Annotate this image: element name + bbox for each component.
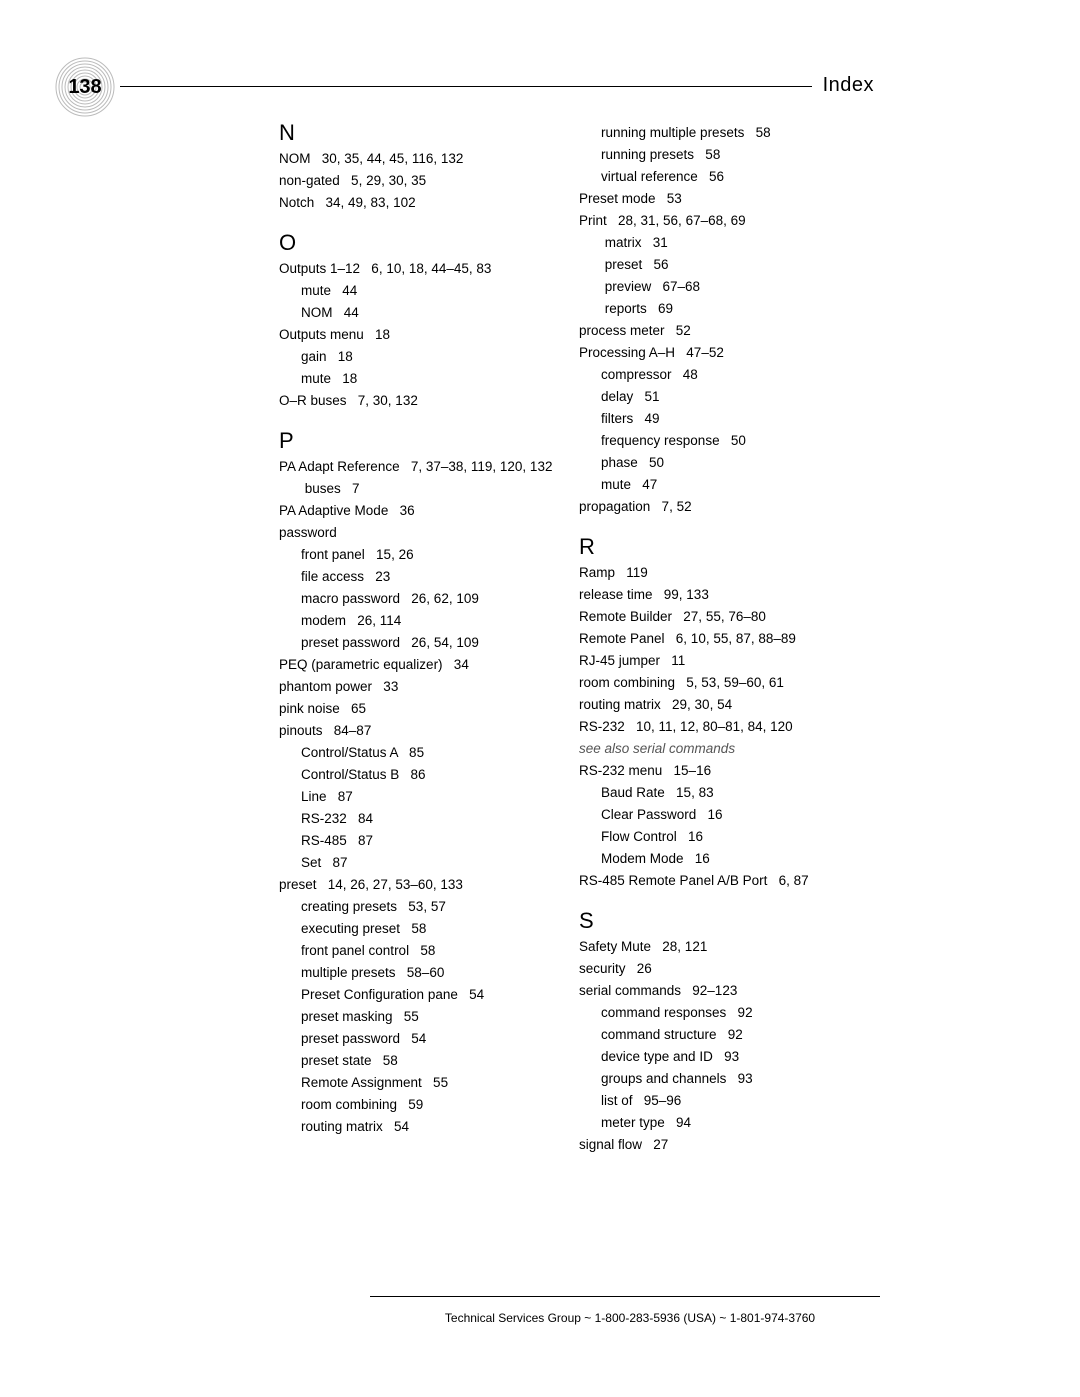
index-entry: security 26 xyxy=(579,958,879,980)
index-letter-heading: S xyxy=(579,910,879,932)
index-subentry: mute 47 xyxy=(579,474,879,496)
index-subentry: routing matrix 54 xyxy=(279,1116,579,1138)
index-entry: room combining 5, 53, 59–60, 61 xyxy=(579,672,879,694)
index-subentry: virtual reference 56 xyxy=(579,166,879,188)
index-entry: routing matrix 29, 30, 54 xyxy=(579,694,879,716)
index-subentry: front panel 15, 26 xyxy=(279,544,579,566)
index-subentry: compressor 48 xyxy=(579,364,879,386)
index-subentry: NOM 44 xyxy=(279,302,579,324)
index-subentry: preset password 54 xyxy=(279,1028,579,1050)
index-entry: RJ-45 jumper 11 xyxy=(579,650,879,672)
index-entry: Safety Mute 28, 121 xyxy=(579,936,879,958)
index-subentry: reports 69 xyxy=(579,298,879,320)
index-subentry: executing preset 58 xyxy=(279,918,579,940)
index-subentry: filters 49 xyxy=(579,408,879,430)
index-entry: Remote Panel 6, 10, 55, 87, 88–89 xyxy=(579,628,879,650)
index-subentry: matrix 31 xyxy=(579,232,879,254)
index-subentry: Flow Control 16 xyxy=(579,826,879,848)
index-subentry: running presets 58 xyxy=(579,144,879,166)
index-entry: PEQ (parametric equalizer) 34 xyxy=(279,654,579,676)
index-entry: password xyxy=(279,522,579,544)
index-entry: PA Adapt Reference 7, 37–38, 119, 120, 1… xyxy=(279,456,579,478)
footer-text: Technical Services Group ~ 1-800-283-593… xyxy=(0,1311,1080,1325)
index-subentry: groups and channels 93 xyxy=(579,1068,879,1090)
index-entry: pinouts 84–87 xyxy=(279,720,579,742)
index-column-left: N NOM 30, 35, 44, 45, 116, 132non-gated 5… xyxy=(279,122,579,1156)
index-entry: preset 14, 26, 27, 53–60, 133 xyxy=(279,874,579,896)
index-subentry: multiple presets 58–60 xyxy=(279,962,579,984)
index-letter-heading: O xyxy=(279,232,579,254)
index-subentry: command structure 92 xyxy=(579,1024,879,1046)
index-subentry: Set 87 xyxy=(279,852,579,874)
index-subentry: preset state 58 xyxy=(279,1050,579,1072)
index-subentry: room combining 59 xyxy=(279,1094,579,1116)
index-subentry: modem 26, 114 xyxy=(279,610,579,632)
index-subentry: creating presets 53, 57 xyxy=(279,896,579,918)
index-subentry: file access 23 xyxy=(279,566,579,588)
index-entry: phantom power 33 xyxy=(279,676,579,698)
index-subentry: device type and ID 93 xyxy=(579,1046,879,1068)
index-subentry: RS-232 84 xyxy=(279,808,579,830)
page: 138 Index N NOM 30, 35, 44, 45, 116, 132n… xyxy=(0,0,1080,1397)
index-entry: RS-485 Remote Panel A/B Port 6, 87 xyxy=(579,870,879,892)
index-column-right: running multiple presets 58running prese… xyxy=(579,122,879,1156)
index-subentry: Remote Assignment 55 xyxy=(279,1072,579,1094)
page-number: 138 xyxy=(68,76,101,99)
index-entry: Outputs 1–12 6, 10, 18, 44–45, 83 xyxy=(279,258,579,280)
index-entry: Preset mode 53 xyxy=(579,188,879,210)
index-entry: RS-232 menu 15–16 xyxy=(579,760,879,782)
index-subentry: front panel control 58 xyxy=(279,940,579,962)
index-entry: Remote Builder 27, 55, 76–80 xyxy=(579,606,879,628)
index-entry: serial commands 92–123 xyxy=(579,980,879,1002)
index-entry: RS-232 10, 11, 12, 80–81, 84, 120 xyxy=(579,716,879,738)
index-subentry: mute 44 xyxy=(279,280,579,302)
index-subentry: list of 95–96 xyxy=(579,1090,879,1112)
header-label: Index xyxy=(823,74,874,97)
index-entry: process meter 52 xyxy=(579,320,879,342)
index-subentry: delay 51 xyxy=(579,386,879,408)
index-entry: Processing A–H 47–52 xyxy=(579,342,879,364)
index-subentry: RS-485 87 xyxy=(279,830,579,852)
index-entry: Notch 34, 49, 83, 102 xyxy=(279,192,579,214)
index-subentry: gain 18 xyxy=(279,346,579,368)
index-entry: non-gated 5, 29, 30, 35 xyxy=(279,170,579,192)
index-subentry: preview 67–68 xyxy=(579,276,879,298)
index-subentry: Clear Password 16 xyxy=(579,804,879,826)
index-entry: signal flow 27 xyxy=(579,1134,879,1156)
index-subentry: Modem Mode 16 xyxy=(579,848,879,870)
index-subentry: meter type 94 xyxy=(579,1112,879,1134)
index-subentry: preset masking 55 xyxy=(279,1006,579,1028)
page-number-badge: 138 xyxy=(55,57,115,117)
index-entry: Outputs menu 18 xyxy=(279,324,579,346)
index-subentry: frequency response 50 xyxy=(579,430,879,452)
index-subentry: preset 56 xyxy=(579,254,879,276)
index-subentry: Preset Configuration pane 54 xyxy=(279,984,579,1006)
index-subentry: command responses 92 xyxy=(579,1002,879,1024)
index-subentry: preset password 26, 54, 109 xyxy=(279,632,579,654)
footer-rule xyxy=(370,1296,880,1297)
index-subentry: Baud Rate 15, 83 xyxy=(579,782,879,804)
index-entry: O–R buses 7, 30, 132 xyxy=(279,390,579,412)
index-entry: PA Adaptive Mode 36 xyxy=(279,500,579,522)
index-subentry: Control/Status B 86 xyxy=(279,764,579,786)
index-subentry: buses 7 xyxy=(279,478,579,500)
index-subentry: phase 50 xyxy=(579,452,879,474)
index-letter-heading: R xyxy=(579,536,879,558)
index-letter-heading: N xyxy=(279,122,579,144)
index-entry: pink noise 65 xyxy=(279,698,579,720)
index-entry: propagation 7, 52 xyxy=(579,496,879,518)
index-content: N NOM 30, 35, 44, 45, 116, 132non-gated 5… xyxy=(279,122,879,1156)
index-entry: Ramp 119 xyxy=(579,562,879,584)
index-letter-heading: P xyxy=(279,430,579,452)
index-subentry: running multiple presets 58 xyxy=(579,122,879,144)
index-entry: see also serial commands xyxy=(579,738,879,760)
index-entry: Print 28, 31, 56, 67–68, 69 xyxy=(579,210,879,232)
index-entry: release time 99, 133 xyxy=(579,584,879,606)
index-entry: NOM 30, 35, 44, 45, 116, 132 xyxy=(279,148,579,170)
index-subentry: Control/Status A 85 xyxy=(279,742,579,764)
index-subentry: mute 18 xyxy=(279,368,579,390)
index-subentry: Line 87 xyxy=(279,786,579,808)
header-rule xyxy=(120,86,812,87)
index-subentry: macro password 26, 62, 109 xyxy=(279,588,579,610)
